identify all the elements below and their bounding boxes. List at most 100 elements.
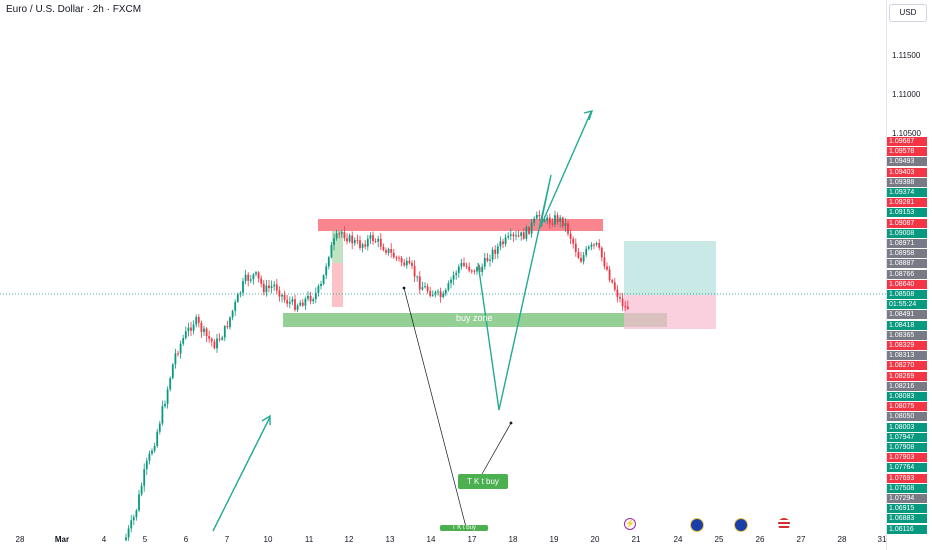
candle-body	[262, 283, 265, 293]
candle-body	[481, 266, 484, 273]
candle-body	[450, 279, 452, 284]
event-eu-flag-icon[interactable]	[690, 518, 704, 532]
price-tick: 1.11500	[892, 51, 921, 60]
candle-body	[192, 324, 195, 331]
time-axis[interactable]: 28 Mar 4 5 6 7 10 11 12 13 14 17 18 19 20 21 24 25 26 27 28 3…	[0, 531, 887, 550]
candle-body	[148, 453, 151, 461]
price-scale[interactable]: 1.11500 1.11000 1.10500 1.09687 1.09578 1.…	[886, 0, 932, 550]
price-tag: 1.07908	[887, 443, 927, 452]
short-stop-box	[332, 263, 343, 307]
candle-body	[216, 338, 218, 349]
candle-body	[447, 283, 450, 290]
candle-body	[522, 232, 525, 239]
candle-body	[455, 272, 458, 276]
candle-body	[416, 276, 419, 278]
time-label: 10	[263, 535, 273, 544]
callout-tkt-buy-2[interactable]: T K t buy	[440, 525, 488, 531]
target-zone[interactable]	[624, 241, 716, 295]
time-label: 24	[673, 535, 683, 544]
candle-body	[343, 232, 346, 239]
candle-body	[377, 238, 380, 242]
candle-body	[504, 237, 507, 245]
callout-line-2	[481, 422, 512, 475]
candle-body	[517, 235, 520, 237]
candle-body	[174, 353, 177, 365]
candle-body	[301, 302, 304, 306]
candle-body	[530, 222, 533, 234]
short-target-box	[332, 231, 343, 263]
candle-body	[187, 327, 190, 332]
candle-body	[463, 262, 465, 266]
event-lightning-icon[interactable]: ⚡	[624, 518, 636, 530]
price-tag: 1.06915	[887, 504, 927, 514]
candle-body	[351, 235, 354, 244]
candle-body	[556, 215, 559, 222]
left-up-arrow	[212, 416, 271, 532]
candle-body	[574, 243, 577, 253]
candle-body	[577, 252, 580, 258]
candle-body	[205, 328, 208, 337]
price-tag: 1.08766	[887, 269, 927, 279]
buy-zone[interactable]	[283, 313, 667, 327]
candle-body	[429, 291, 432, 296]
price-tag: 1.08329	[887, 341, 927, 350]
callout-tkt-buy-1[interactable]: T K t buy	[458, 474, 508, 489]
time-label: 28	[837, 535, 847, 544]
candle-body	[611, 280, 614, 283]
candle-body	[595, 243, 598, 245]
candle-body	[421, 287, 424, 290]
time-label: 11	[304, 535, 314, 544]
candle-body	[473, 270, 476, 272]
price-tag: 1.06883	[887, 514, 927, 524]
candle-body	[278, 290, 281, 297]
candle-body	[325, 266, 328, 276]
candle-body	[265, 285, 268, 293]
time-label: 13	[385, 535, 395, 544]
candle-body	[520, 232, 523, 236]
event-us-flag-icon[interactable]	[778, 518, 790, 530]
candle-body	[151, 450, 153, 454]
price-tag: 1.08887	[887, 259, 927, 269]
candle-body	[465, 265, 468, 267]
candle-body	[169, 378, 172, 390]
candle-body	[585, 248, 588, 256]
candle-body	[249, 279, 252, 281]
currency-button[interactable]: USD	[889, 4, 927, 22]
candle-body	[138, 494, 140, 511]
candle-body	[431, 294, 434, 296]
candle-body	[444, 289, 447, 294]
candle-body	[489, 259, 491, 261]
candle-body	[452, 275, 455, 280]
candle-body	[359, 240, 361, 248]
candle-body	[312, 299, 315, 302]
candle-body	[494, 249, 497, 254]
price-tag: 1.08365	[887, 330, 927, 340]
candle-body	[218, 338, 221, 340]
candle-body	[296, 305, 299, 310]
candle-body	[140, 485, 143, 495]
event-eu-flag-icon[interactable]	[734, 518, 748, 532]
stop-zone[interactable]	[624, 295, 716, 329]
price-tag: 1.08971	[887, 239, 927, 248]
candle-body	[197, 317, 200, 323]
candle-body	[182, 338, 185, 344]
price-tag: 1.06116	[887, 524, 927, 534]
price-tag: 1.08216	[887, 381, 927, 391]
time-label: 6	[183, 535, 189, 544]
candle-body	[213, 341, 216, 349]
candle-body	[333, 238, 335, 245]
candle-body	[286, 299, 289, 304]
time-label: 18	[508, 535, 518, 544]
price-tag: 1.08083	[887, 392, 927, 401]
candle-body	[559, 217, 562, 222]
candle-body	[528, 227, 530, 234]
candle-body	[273, 284, 276, 287]
price-tag: 1.07903	[887, 453, 927, 463]
candle-body	[143, 469, 146, 486]
price-tag: 1.09374	[887, 188, 927, 197]
projection-arrows[interactable]	[212, 110, 594, 532]
candle-body	[408, 260, 411, 263]
time-label: 17	[467, 535, 477, 544]
price-tag: 1.08418	[887, 320, 927, 330]
